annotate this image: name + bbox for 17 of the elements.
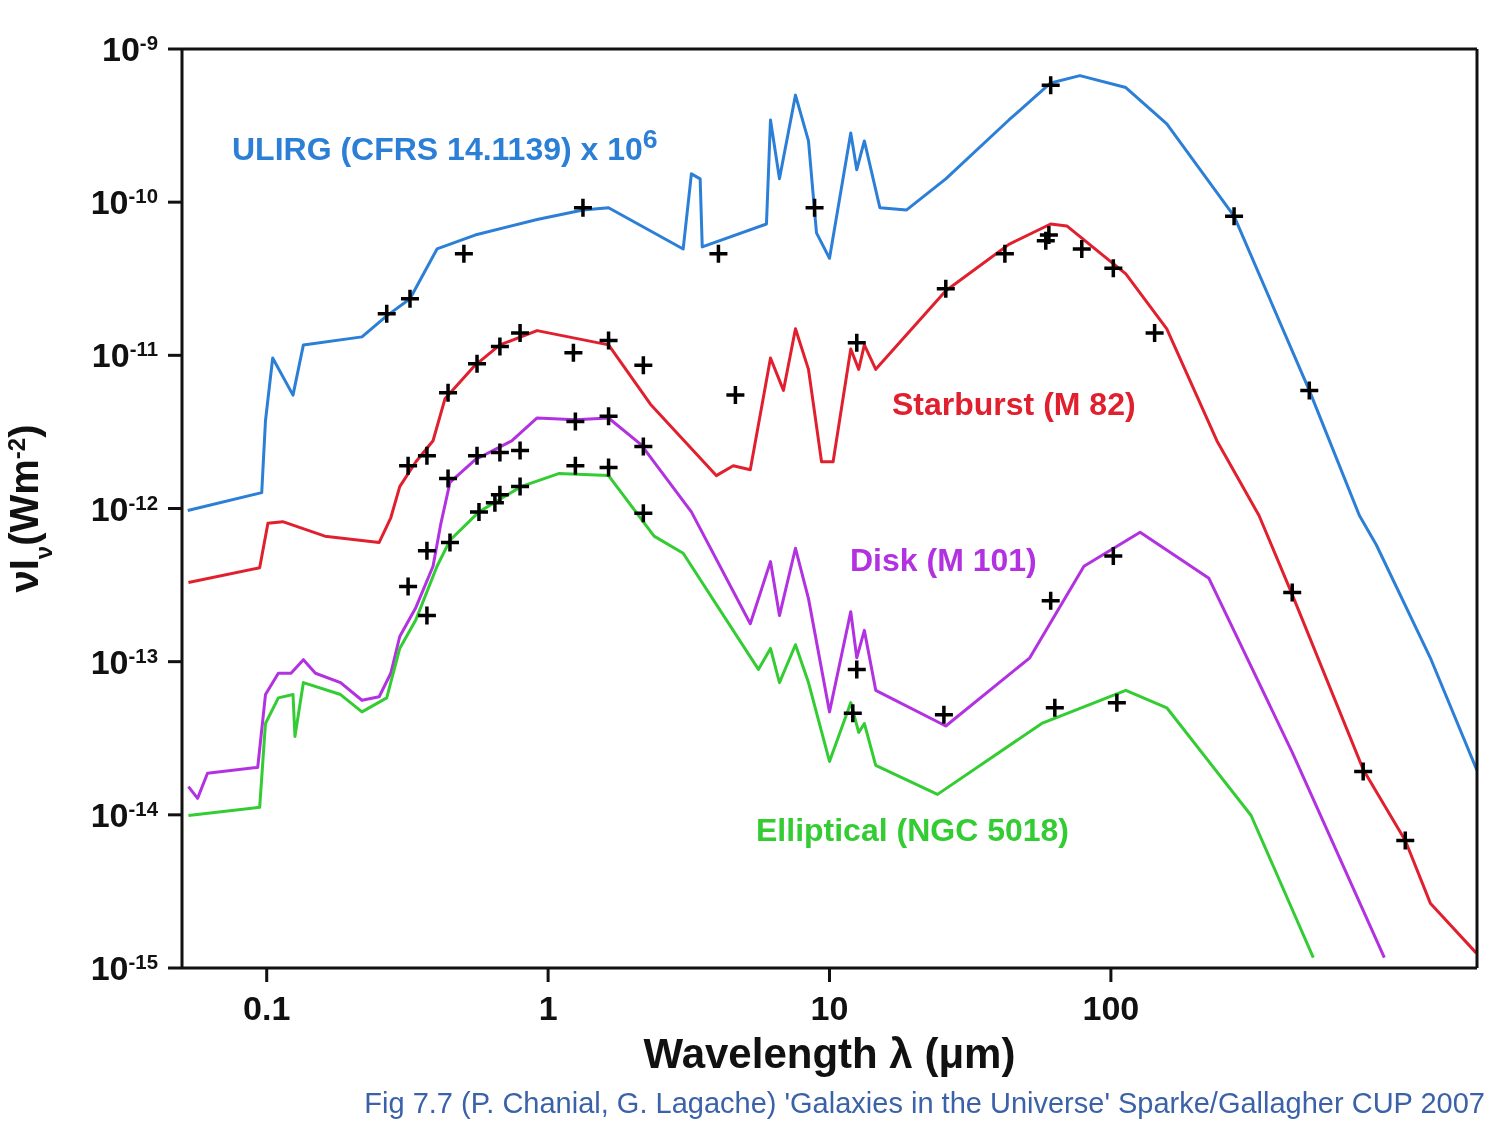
y-tick-label: 10$^{-10}$ (90, 183, 158, 222)
x-tick-label: 0.1 (243, 989, 291, 1027)
y-tick-label: 10$^{-13}$ (90, 642, 158, 681)
y-tick-label: 10$^{-9}$ (102, 30, 158, 68)
caption: Fig 7.7 (P. Chanial, G. Lagache) 'Galaxies in the Universe' Sparke/Gallagher CUP 2007 (364, 1087, 1485, 1120)
series-label: ULIRG (CFRS 14.1139) x 10$^{6}$ (232, 124, 658, 168)
x-tick-label: 1 (538, 989, 558, 1027)
series-label: Starburst (M 82) (892, 386, 1136, 423)
y-tick-label: 10$^{-11}$ (91, 336, 158, 375)
x-axis-title: Wavelength λ (μm) (643, 1030, 1016, 1077)
y-tick-label: 10$^{-14}$ (90, 795, 159, 834)
y-tick-label: 10$^{-12}$ (90, 489, 158, 528)
y-tick-label: 10$^{-15}$ (90, 949, 158, 987)
series-label: Disk (M 101) (850, 542, 1037, 579)
x-tick-label: 10 (810, 989, 849, 1027)
x-tick-label: 100 (1082, 989, 1140, 1027)
series-label: Elliptical (NGC 5018) (756, 812, 1069, 849)
